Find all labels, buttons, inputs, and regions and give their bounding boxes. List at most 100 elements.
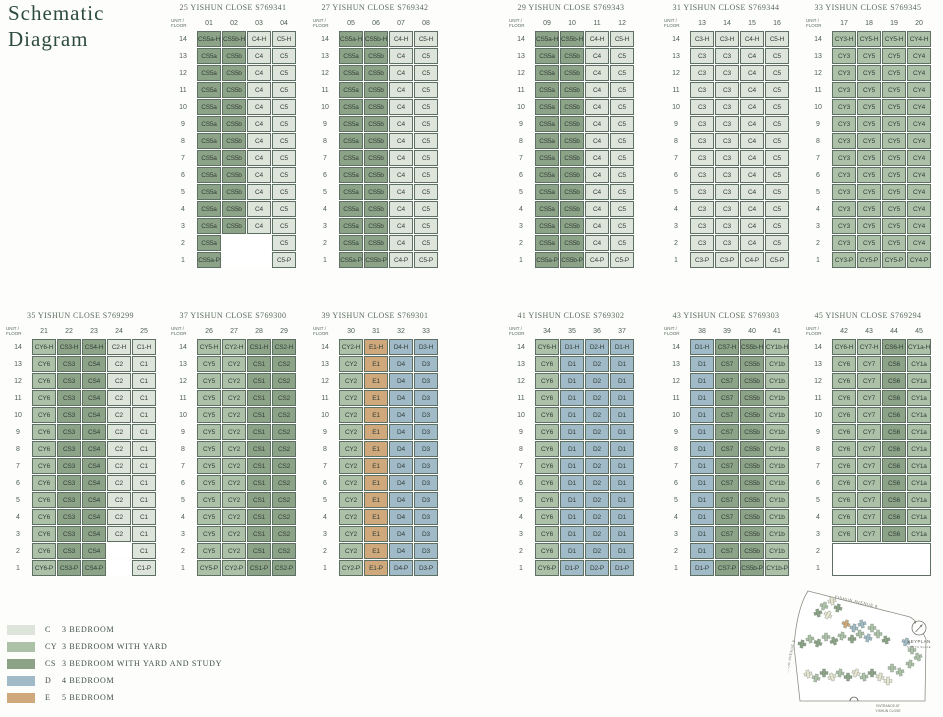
unit-cell: CS5b	[560, 201, 584, 217]
unit-cell: CS5b	[222, 82, 246, 98]
unit-cell: D2	[585, 475, 609, 491]
floor-number: 5	[519, 188, 523, 196]
floor-number: 8	[519, 445, 523, 453]
unit-cell: CY4-P	[907, 252, 931, 268]
unit-cell: CS7	[715, 441, 739, 457]
unit-cell: D2	[585, 458, 609, 474]
unit-cell: CY2	[222, 424, 246, 440]
floor-number: 12	[814, 377, 822, 385]
unit-cell: D1-H	[610, 339, 634, 355]
unit-cell: C5	[765, 201, 789, 217]
unit-cell: CS5b	[364, 99, 388, 115]
unit-cell: CS5b	[364, 184, 388, 200]
unit-cell: CY6	[32, 543, 56, 559]
unit-cell: CS1	[247, 356, 271, 372]
floor-number: 4	[181, 205, 185, 213]
floor-number: 9	[519, 120, 523, 128]
unit-cell: CY7	[857, 492, 881, 508]
unit-cell: C5	[765, 48, 789, 64]
unit-cell: C5	[610, 184, 634, 200]
unit-cell: CY3	[832, 116, 856, 132]
unit-cell: C5	[610, 133, 634, 149]
unit-cell: CY2	[222, 390, 246, 406]
unit-cell: CS5b	[364, 82, 388, 98]
unit-number: 12	[618, 19, 626, 27]
empty-cell	[107, 560, 131, 576]
unit-cell: C3	[690, 48, 714, 64]
unit-cell: CY2	[222, 373, 246, 389]
unit-cell: C4	[585, 65, 609, 81]
unit-cell: D4	[389, 424, 413, 440]
unit-cell: CS5a	[197, 99, 221, 115]
unit-cell: CS6	[882, 441, 906, 457]
unit-cell: C5	[272, 48, 296, 64]
unit-cell: C4	[389, 201, 413, 217]
unit-cell: CY5	[197, 492, 221, 508]
unit-cell: CY1b	[765, 492, 789, 508]
unit-cell: CY1a	[907, 526, 931, 542]
unit-cell: CS5a	[197, 48, 221, 64]
unit-cell: D1	[690, 509, 714, 525]
unit-cell: C4	[247, 167, 271, 183]
unit-cell: CS5b	[740, 424, 764, 440]
floor-number: 6	[519, 479, 523, 487]
floor-number: 12	[14, 377, 22, 385]
floor-number: 6	[181, 171, 185, 179]
unit-cell: CS7	[715, 543, 739, 559]
floor-number: 6	[816, 479, 820, 487]
unit-cell: C4	[389, 133, 413, 149]
unit-cell: C4	[740, 65, 764, 81]
unit-cell: C3	[715, 235, 739, 251]
legend-swatch-cs	[7, 658, 35, 669]
unit-cell: CY5	[882, 150, 906, 166]
unit-cell: C5	[765, 218, 789, 234]
unit-cell: CS5b	[222, 48, 246, 64]
unit-cell: C5-H	[765, 31, 789, 47]
unit-cell: CY4	[907, 184, 931, 200]
unit-cell: C1	[132, 526, 156, 542]
block-address: 25 YISHUN CLOSE S769341	[179, 3, 287, 12]
unit-cell: D1	[610, 543, 634, 559]
unit-cell: CY5	[882, 82, 906, 98]
unit-cell: C3	[715, 65, 739, 81]
unit-cell: CS5b	[222, 99, 246, 115]
floor-number: 2	[181, 239, 185, 247]
unit-cell: CY2-P	[222, 560, 246, 576]
unit-cell: CY5	[882, 184, 906, 200]
entrance-label-line2: YISHUN CLOSE	[875, 709, 901, 713]
unit-cell: CY5	[197, 390, 221, 406]
unit-cell: CY5	[857, 65, 881, 81]
unit-number: 26	[205, 327, 213, 335]
unit-cell: CS4-H	[82, 339, 106, 355]
building-footprint	[849, 623, 859, 633]
unit-cell: CS7	[715, 458, 739, 474]
unit-cell: C2	[107, 424, 131, 440]
unit-cell: CS7	[715, 390, 739, 406]
unit-cell: CS5a	[339, 99, 363, 115]
unit-cell: CS5b	[222, 184, 246, 200]
unit-cell: C3-H	[715, 31, 739, 47]
unit-cell: CS5a	[197, 150, 221, 166]
unit-cell: C5-H	[610, 31, 634, 47]
unit-cell: CS7	[715, 356, 739, 372]
floor-number: 14	[814, 343, 822, 351]
floor-number: 7	[519, 154, 523, 162]
unit-cell: CS5b	[740, 526, 764, 542]
unit-cell: D1	[690, 424, 714, 440]
building-footprint	[859, 672, 869, 682]
legend: C 3 BEDROOM CY 3 BEDROOM WITH YARD CS 3 …	[7, 621, 222, 706]
floor-number: 3	[816, 530, 820, 538]
unit-cell: CS5a	[197, 218, 221, 234]
unit-cell: CS5a-H	[197, 31, 221, 47]
unit-number: 08	[422, 19, 430, 27]
floor-number: 1	[16, 564, 20, 572]
unit-cell: CS1-H	[247, 339, 271, 355]
unit-cell: CY5	[882, 48, 906, 64]
unit-cell: CY6	[32, 424, 56, 440]
unit-cell: CY1b	[765, 543, 789, 559]
floor-number: 8	[519, 137, 523, 145]
unit-cell: C4	[740, 82, 764, 98]
unit-cell: D1	[560, 526, 584, 542]
floor-number: 13	[814, 52, 822, 60]
unit-cell: D3	[414, 509, 438, 525]
